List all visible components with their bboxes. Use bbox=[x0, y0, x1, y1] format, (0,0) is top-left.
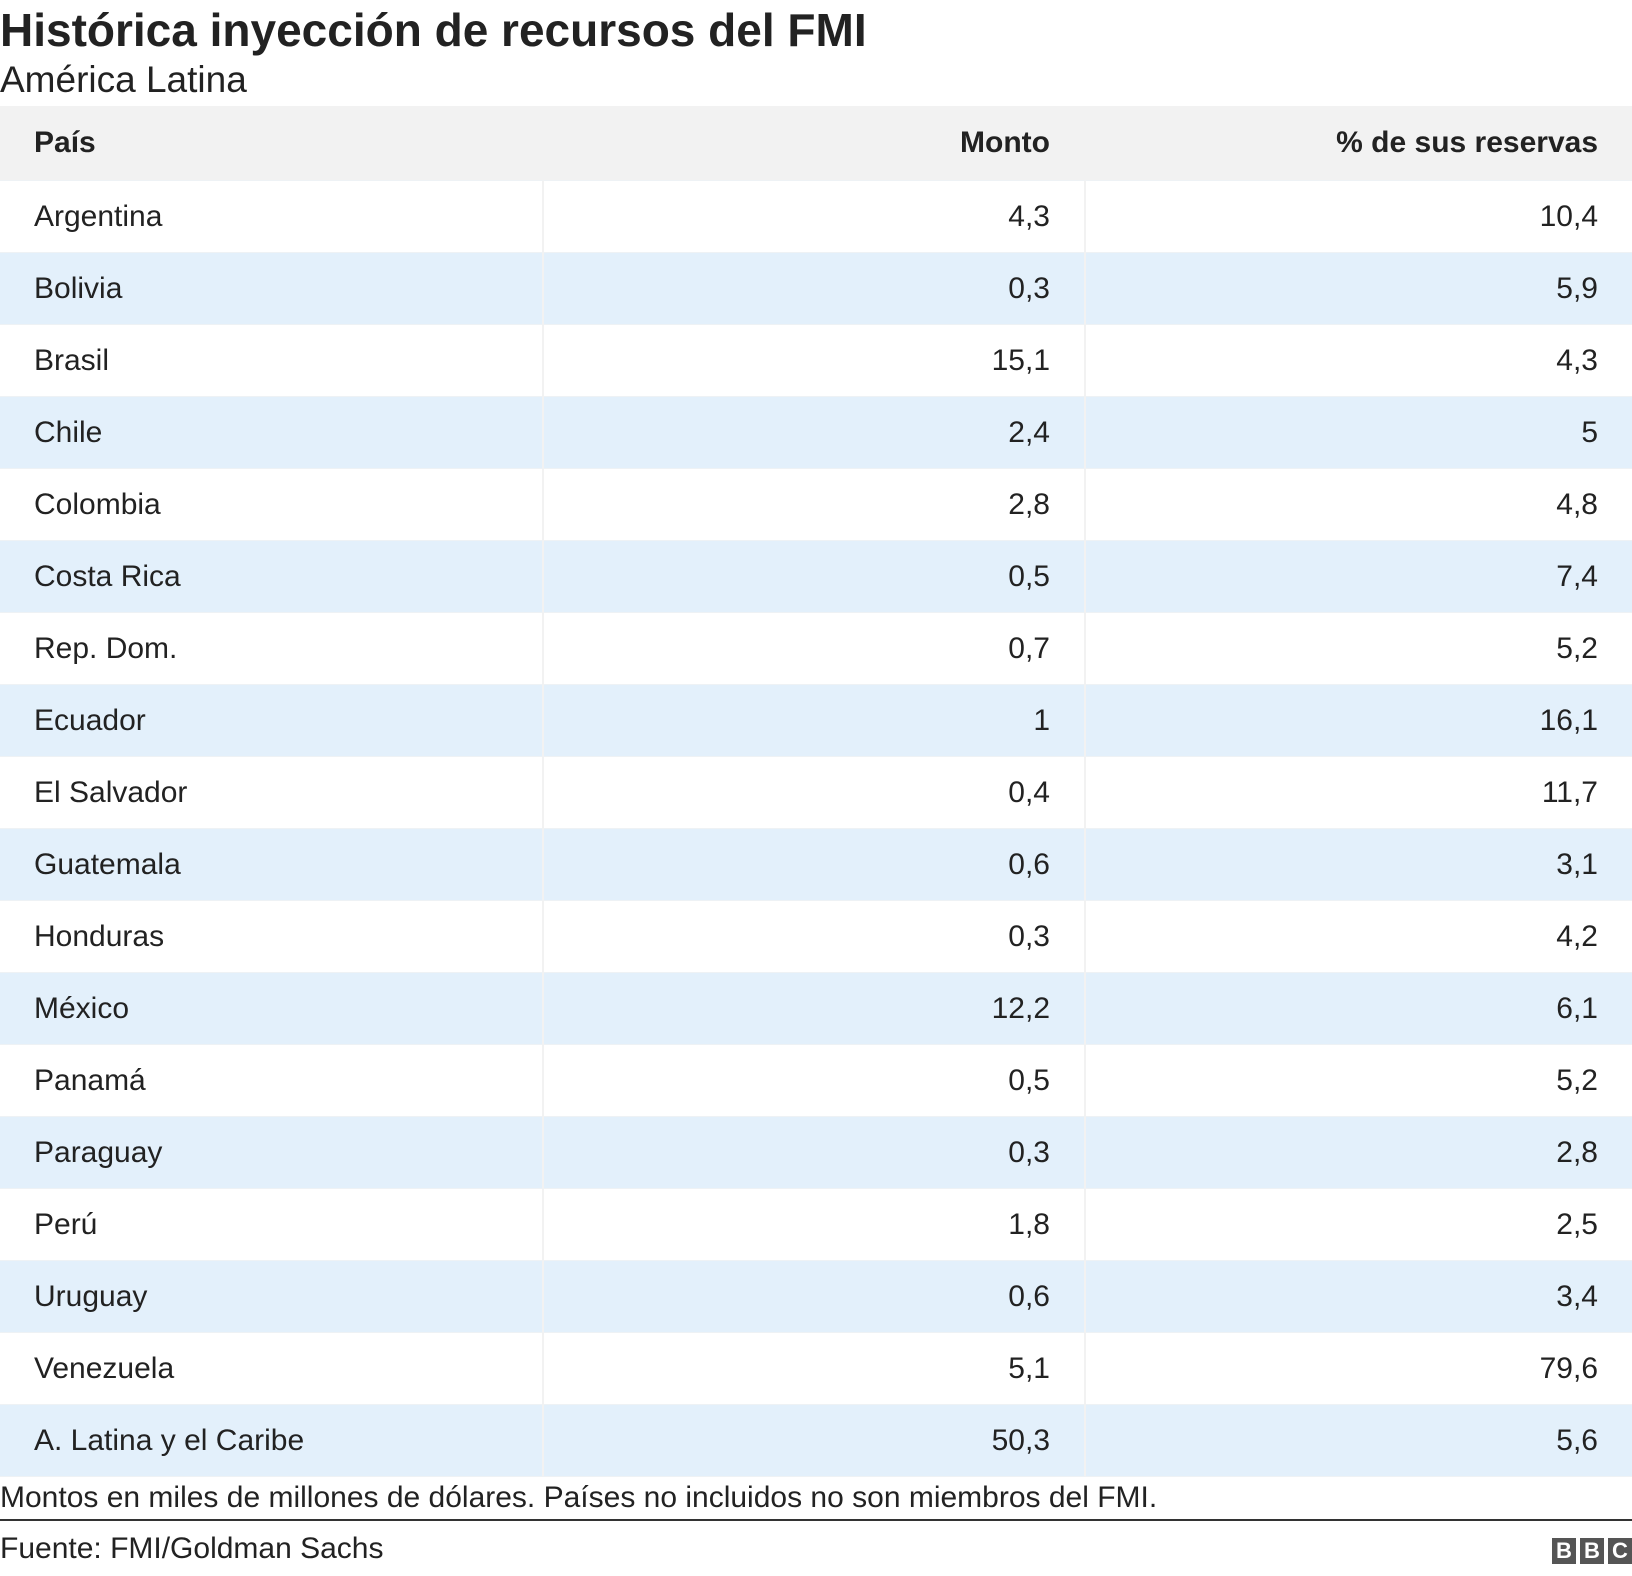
table-cell: Chile bbox=[0, 397, 544, 469]
footnote: Montos en miles de millones de dólares. … bbox=[0, 1481, 1158, 1514]
table-cell: 0,6 bbox=[544, 829, 1086, 901]
table-row: Argentina 4,3 10,4 bbox=[0, 181, 1632, 253]
table-cell: 6,1 bbox=[1086, 973, 1632, 1045]
table-cell: Costa Rica bbox=[0, 541, 544, 613]
table-cell: 1,8 bbox=[544, 1189, 1086, 1261]
table-cell: 0,6 bbox=[544, 1261, 1086, 1333]
table-cell: 4,2 bbox=[1086, 901, 1632, 973]
table-cell: Uruguay bbox=[0, 1261, 544, 1333]
table-cell: 3,4 bbox=[1086, 1261, 1632, 1333]
table-cell: 0,5 bbox=[544, 1045, 1086, 1117]
logo: B B C bbox=[1552, 1538, 1632, 1564]
table-cell: 1 bbox=[544, 685, 1086, 757]
table-cell: Bolivia bbox=[0, 253, 544, 325]
divider bbox=[0, 1519, 1632, 1521]
table-cell: 4,3 bbox=[544, 181, 1086, 253]
logo-letter: C bbox=[1608, 1538, 1632, 1564]
header-row: País Monto% de sus reservas bbox=[0, 106, 1632, 181]
table-cell: México bbox=[0, 973, 544, 1045]
table-cell: Honduras bbox=[0, 901, 544, 973]
header-cell: País bbox=[0, 106, 544, 181]
table-cell: 16,1 bbox=[1086, 685, 1632, 757]
table-cell: 5,9 bbox=[1086, 253, 1632, 325]
table-cell: 4,8 bbox=[1086, 469, 1632, 541]
table-cell: 5,6 bbox=[1086, 1405, 1632, 1477]
table-row: Honduras 0,3 4,2 bbox=[0, 901, 1632, 973]
table-cell: 2,8 bbox=[1086, 1117, 1632, 1189]
table-cell: 0,3 bbox=[544, 901, 1086, 973]
source: Fuente: FMI/Goldman Sachs bbox=[0, 1532, 384, 1565]
table-cell: 3,1 bbox=[1086, 829, 1632, 901]
table-cell: 0,5 bbox=[544, 541, 1086, 613]
table-row: México 12,2 6,1 bbox=[0, 973, 1632, 1045]
table-row: Paraguay 0,3 2,8 bbox=[0, 1117, 1632, 1189]
table-cell: Guatemala bbox=[0, 829, 544, 901]
table-cell: Argentina bbox=[0, 181, 544, 253]
table-cell: 15,1 bbox=[544, 325, 1086, 397]
table-cell: 11,7 bbox=[1086, 757, 1632, 829]
table-cell: Colombia bbox=[0, 469, 544, 541]
table-cell: 79,6 bbox=[1086, 1333, 1632, 1405]
table-cell: 5,1 bbox=[544, 1333, 1086, 1405]
table-cell: 10,4 bbox=[1086, 181, 1632, 253]
table-cell: Brasil bbox=[0, 325, 544, 397]
table-row: Guatemala 0,6 3,1 bbox=[0, 829, 1632, 901]
table-row: El Salvador 0,4 11,7 bbox=[0, 757, 1632, 829]
table-row: Venezuela 5,1 79,6 bbox=[0, 1333, 1632, 1405]
table-cell: Perú bbox=[0, 1189, 544, 1261]
table-cell: Ecuador bbox=[0, 685, 544, 757]
table-cell: 5,2 bbox=[1086, 613, 1632, 685]
table-cell: Venezuela bbox=[0, 1333, 544, 1405]
header-cell: % de sus reservas bbox=[1086, 106, 1632, 181]
table-cell: Paraguay bbox=[0, 1117, 544, 1189]
table-row: Rep. Dom. 0,7 5,2 bbox=[0, 613, 1632, 685]
table-row: Chile 2,4 5 bbox=[0, 397, 1632, 469]
table-cell: 0,3 bbox=[544, 253, 1086, 325]
table-cell: 0,7 bbox=[544, 613, 1086, 685]
table-cell: 5,2 bbox=[1086, 1045, 1632, 1117]
table-cell: A. Latina y el Caribe bbox=[0, 1405, 544, 1477]
table-row: Brasil 15,1 4,3 bbox=[0, 325, 1632, 397]
table-cell: 12,2 bbox=[544, 973, 1086, 1045]
table-row: Perú 1,8 2,5 bbox=[0, 1189, 1632, 1261]
table-cell: 2,8 bbox=[544, 469, 1086, 541]
table-cell: 2,4 bbox=[544, 397, 1086, 469]
table-cell: Panamá bbox=[0, 1045, 544, 1117]
data-table: País Monto% de sus reservas Argentina 4,3 10… bbox=[0, 106, 1632, 1477]
table-cell: 4,3 bbox=[1086, 325, 1632, 397]
table-cell: 7,4 bbox=[1086, 541, 1632, 613]
table-cell: 0,3 bbox=[544, 1117, 1086, 1189]
logo-letter: B bbox=[1580, 1538, 1604, 1564]
logo-letter: B bbox=[1552, 1538, 1576, 1564]
table-cell: Rep. Dom. bbox=[0, 613, 544, 685]
title: Histórica inyección de recursos del FMI bbox=[0, 4, 867, 56]
table-row: Bolivia 0,3 5,9 bbox=[0, 253, 1632, 325]
table-cell: 50,3 bbox=[544, 1405, 1086, 1477]
header-cell: Monto bbox=[544, 106, 1086, 181]
subtitle: América Latina bbox=[0, 59, 247, 100]
table-row: Panamá 0,5 5,2 bbox=[0, 1045, 1632, 1117]
table-cell: El Salvador bbox=[0, 757, 544, 829]
table-cell: 5 bbox=[1086, 397, 1632, 469]
table-cell: 0,4 bbox=[544, 757, 1086, 829]
table-row: A. Latina y el Caribe 50,3 5,6 bbox=[0, 1405, 1632, 1477]
table-row: Costa Rica 0,5 7,4 bbox=[0, 541, 1632, 613]
table-cell: 2,5 bbox=[1086, 1189, 1632, 1261]
table-row: Colombia 2,8 4,8 bbox=[0, 469, 1632, 541]
table-row: Ecuador 1 16,1 bbox=[0, 685, 1632, 757]
table-row: Uruguay 0,6 3,4 bbox=[0, 1261, 1632, 1333]
